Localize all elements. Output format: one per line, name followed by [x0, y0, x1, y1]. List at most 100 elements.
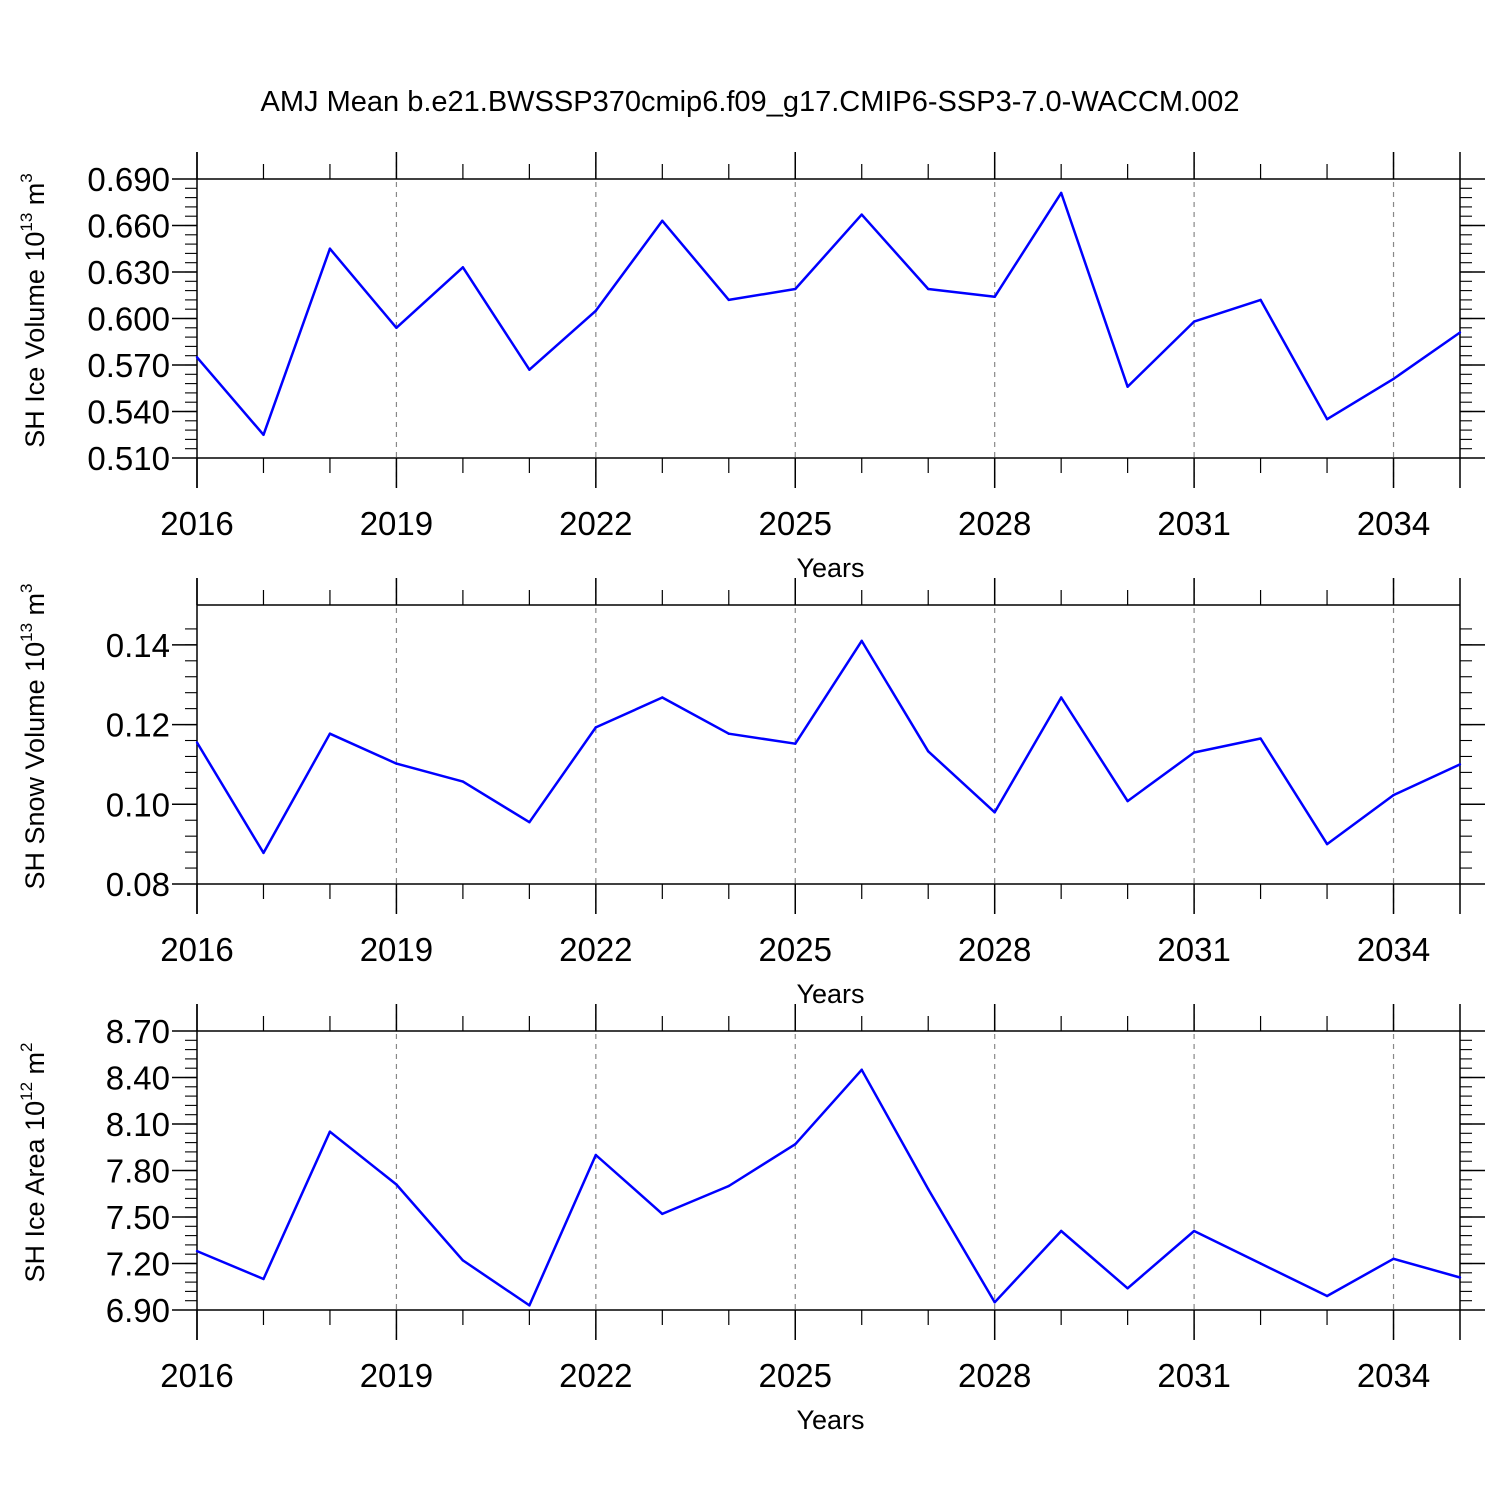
data-point — [528, 368, 531, 371]
data-point — [594, 726, 598, 729]
data-point — [1392, 377, 1395, 381]
x-tick-label: 2019 — [360, 505, 433, 542]
data-point — [1325, 418, 1329, 421]
x-tick-label: 2019 — [360, 931, 433, 968]
x-tick-label: 2025 — [759, 505, 832, 542]
data-point — [661, 1212, 664, 1216]
y-tick-label: 8.70 — [106, 1013, 170, 1050]
data-point — [1059, 1229, 1063, 1233]
data-point — [860, 639, 863, 643]
data-point — [794, 742, 797, 745]
y-tick-label: 7.80 — [106, 1153, 170, 1190]
y-tick-label: 0.12 — [106, 707, 170, 744]
x-axis-label: Years — [796, 553, 864, 583]
data-point — [927, 1187, 930, 1191]
data-point — [1392, 793, 1395, 797]
data-point — [195, 741, 199, 744]
data-point — [461, 266, 465, 269]
data-point — [1325, 842, 1329, 846]
y-tick-label: 0.690 — [87, 161, 170, 198]
y-axis-label-superscript: 2 — [17, 1043, 36, 1052]
data-point — [1325, 1294, 1329, 1298]
data-point — [1126, 799, 1129, 803]
figure-title: AMJ Mean b.e21.BWSSP370cmip6.f09_g17.CMI… — [260, 86, 1240, 118]
x-axis-label: Years — [796, 1405, 864, 1435]
chart-panel-1: 2016 2019 2022 2025 2028 2031 2034 0.510 0.540 0.… — [17, 152, 1485, 583]
y-axis-label-part: SH Ice Area 10 — [20, 1101, 50, 1283]
x-tick-label: 2022 — [559, 505, 632, 542]
y-axis-label-part: m — [20, 593, 50, 623]
y-tick-label: 0.600 — [87, 301, 170, 338]
x-tick-label: 2034 — [1357, 931, 1430, 968]
y-axis-label-superscript: 3 — [17, 173, 36, 182]
x-tick-label: 2031 — [1157, 931, 1230, 968]
data-point — [328, 732, 332, 735]
x-tick-label: 2016 — [160, 931, 233, 968]
y-axis-label-superscript: 13 — [17, 623, 36, 642]
data-point — [195, 356, 199, 359]
data-point — [594, 309, 598, 312]
data-point — [794, 1142, 797, 1146]
y-tick-label: 7.50 — [106, 1199, 170, 1236]
data-point — [993, 1301, 996, 1304]
data-point — [528, 821, 531, 824]
y-tick-label: 0.570 — [87, 347, 170, 384]
data-point — [1192, 751, 1196, 754]
x-tick-label: 2022 — [559, 1357, 632, 1394]
data-point — [860, 213, 863, 216]
data-point — [1192, 320, 1196, 323]
data-point — [1059, 696, 1063, 699]
y-axis-label: SH Ice Area 1012 m2 — [17, 1043, 50, 1283]
data-point — [594, 1153, 598, 1157]
series-line — [196, 1068, 1461, 1307]
x-tick-label: 2025 — [759, 931, 832, 968]
x-tick-label: 2019 — [360, 1357, 433, 1394]
chart-panel-2: 2016 2019 2022 2025 2028 2031 2034 0.08 0.10 0.12… — [17, 578, 1485, 1009]
y-axis-label-superscript: 12 — [17, 1082, 36, 1101]
y-tick-label: 7.20 — [106, 1246, 170, 1283]
chart-panel-3: 2016 2019 2022 2025 2028 2031 2034 6.90 7.20 7.50… — [17, 1004, 1485, 1435]
x-tick-label: 2025 — [759, 1357, 832, 1394]
y-axis-label-part: m — [20, 183, 50, 213]
data-point — [860, 1068, 863, 1071]
data-point — [927, 750, 930, 753]
data-point — [1458, 1276, 1462, 1279]
data-point — [1458, 763, 1462, 766]
data-point — [794, 287, 797, 291]
data-point — [1259, 298, 1262, 302]
data-point — [262, 851, 265, 855]
y-axis-label-part: m — [20, 1052, 50, 1082]
x-tick-label: 2016 — [160, 505, 233, 542]
data-point — [262, 1277, 265, 1281]
data-point — [993, 295, 996, 298]
x-tick-label: 2028 — [958, 931, 1031, 968]
data-point — [395, 762, 398, 765]
data-point — [661, 219, 664, 223]
y-tick-label: 0.08 — [106, 866, 170, 903]
x-tick-label: 2028 — [958, 505, 1031, 542]
x-tick-label: 2028 — [958, 1357, 1031, 1394]
x-tick-label: 2031 — [1157, 505, 1230, 542]
data-point — [395, 326, 398, 329]
y-axis-label-superscript: 3 — [17, 583, 36, 592]
x-tick-label: 2022 — [559, 931, 632, 968]
y-axis-label: SH Ice Volume 1013 m3 — [17, 173, 50, 448]
x-axis-label: Years — [796, 979, 864, 1009]
y-tick-label: 8.40 — [106, 1060, 170, 1097]
series-line — [196, 191, 1461, 437]
data-point — [395, 1183, 398, 1186]
y-tick-label: 8.10 — [106, 1106, 170, 1143]
data-point — [195, 1249, 199, 1253]
series-line — [195, 639, 1461, 855]
x-tick-label: 2016 — [160, 1357, 233, 1394]
data-point — [461, 780, 465, 783]
data-point — [927, 287, 930, 291]
data-point — [461, 1259, 465, 1262]
data-point — [1392, 1257, 1395, 1261]
data-point — [1059, 191, 1063, 195]
data-point — [328, 1130, 332, 1133]
data-point — [1126, 1287, 1129, 1290]
x-tick-label: 2031 — [1157, 1357, 1230, 1394]
data-point — [1126, 385, 1129, 388]
data-point — [1259, 1262, 1262, 1265]
